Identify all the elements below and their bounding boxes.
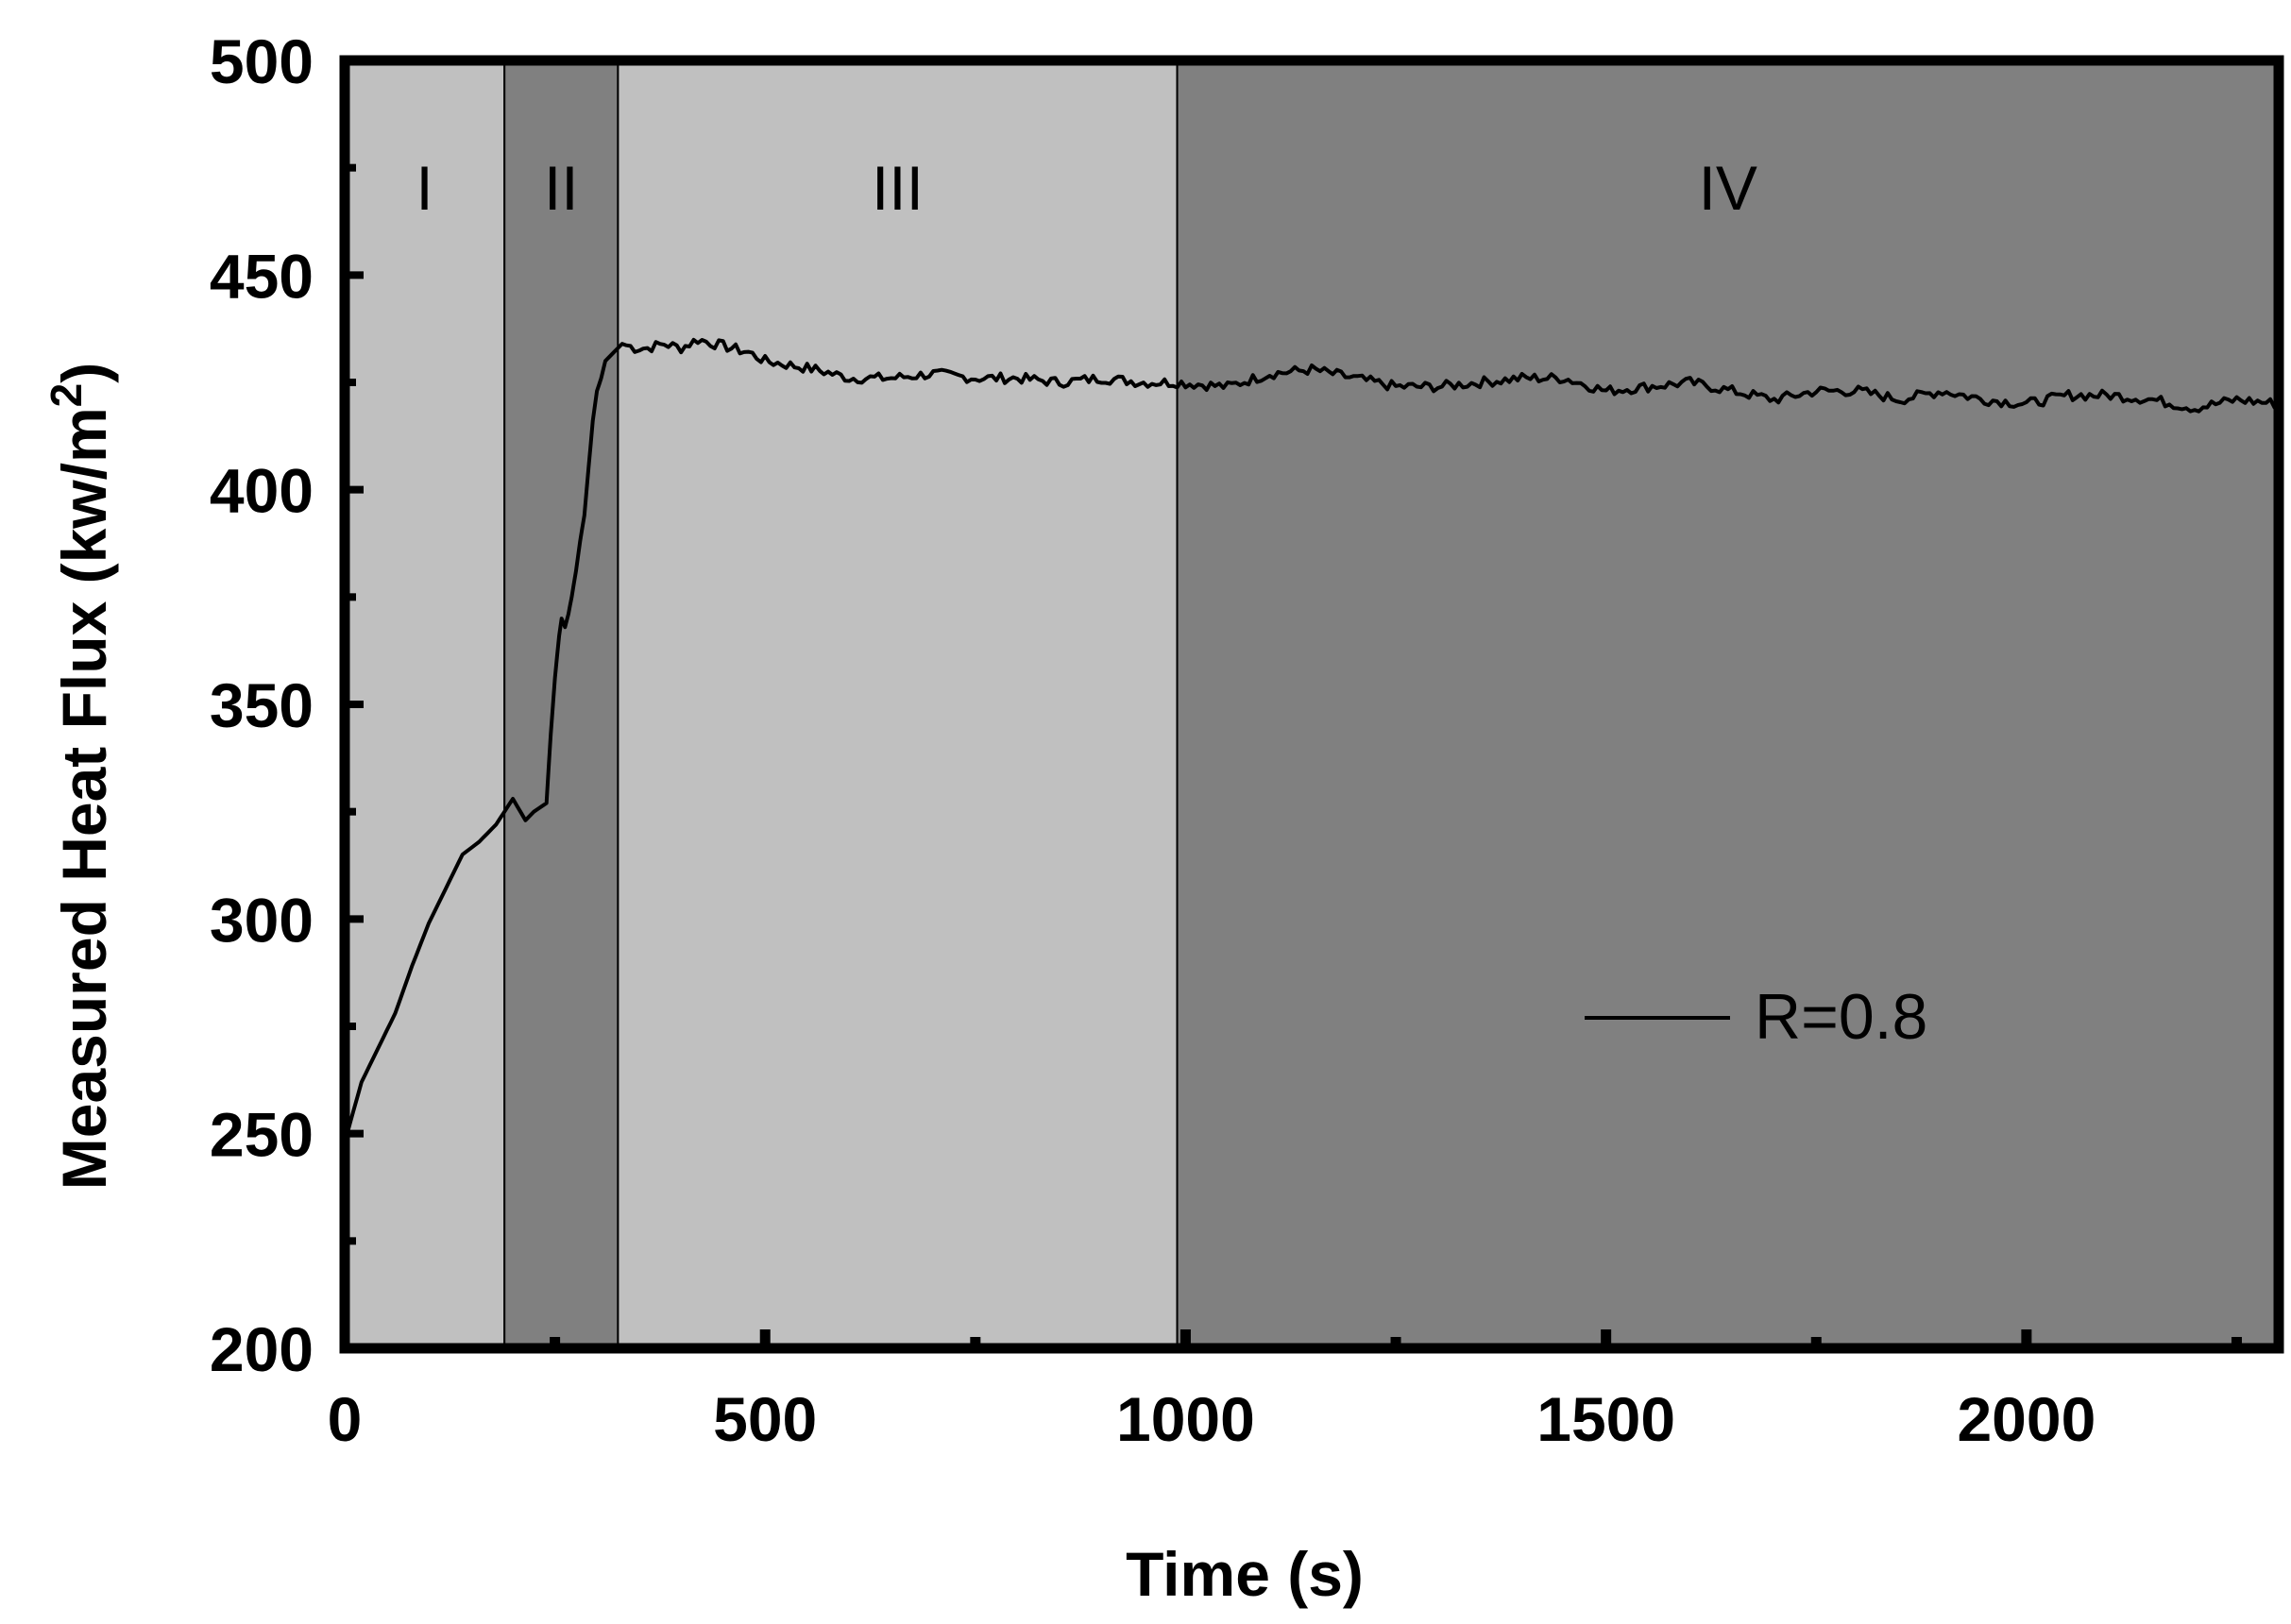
x-tick-label: 500: [713, 1384, 817, 1454]
x-tick-labels: 0 500 1000 1500 2000: [328, 1384, 2096, 1454]
legend: R=0.8: [1585, 981, 1927, 1053]
y-tick-label: 450: [210, 241, 314, 311]
region-label-iv: IV: [1699, 153, 1757, 223]
x-tick-label: 1500: [1536, 1384, 1675, 1454]
region-label-iii: III: [872, 153, 924, 223]
phase-regions: [344, 59, 2280, 1349]
y-tick-label: 250: [210, 1100, 314, 1170]
region-iv: [1176, 59, 2280, 1349]
region-label-ii: II: [544, 153, 579, 223]
phase-region-labels: I II III IV: [416, 153, 1757, 223]
region-ii: [503, 59, 619, 1349]
x-tick-label: 2000: [1957, 1384, 2096, 1454]
region-label-i: I: [416, 153, 433, 223]
y-axis-title-main: Measured Heat Flux (kw/m: [49, 407, 119, 1190]
series-line-0: [343, 337, 2281, 1143]
x-axis-title: Time (s): [1126, 1539, 1364, 1609]
y-tick-label: 350: [210, 670, 314, 740]
plot-frame: [339, 55, 2284, 1354]
y-tick-label: 400: [210, 456, 314, 526]
data-series: [343, 337, 2281, 1143]
region-iii: [617, 59, 1179, 1349]
region-i: [344, 59, 506, 1349]
legend-label-r08: R=0.8: [1755, 981, 1927, 1053]
x-tick-label: 0: [328, 1384, 363, 1454]
y-axis-title-sup: 2: [42, 383, 91, 408]
y-tick-labels: 200 250 300 350 400 450 500: [210, 26, 314, 1384]
x-tick-label: 1000: [1116, 1384, 1255, 1454]
y-tick-label: 200: [210, 1314, 314, 1384]
y-tick-label: 500: [210, 26, 314, 96]
y-tick-label: 300: [210, 885, 314, 955]
y-axis-title-close: ): [49, 363, 119, 383]
y-axis-title: Measured Heat Flux (kw/m2): [42, 363, 119, 1190]
